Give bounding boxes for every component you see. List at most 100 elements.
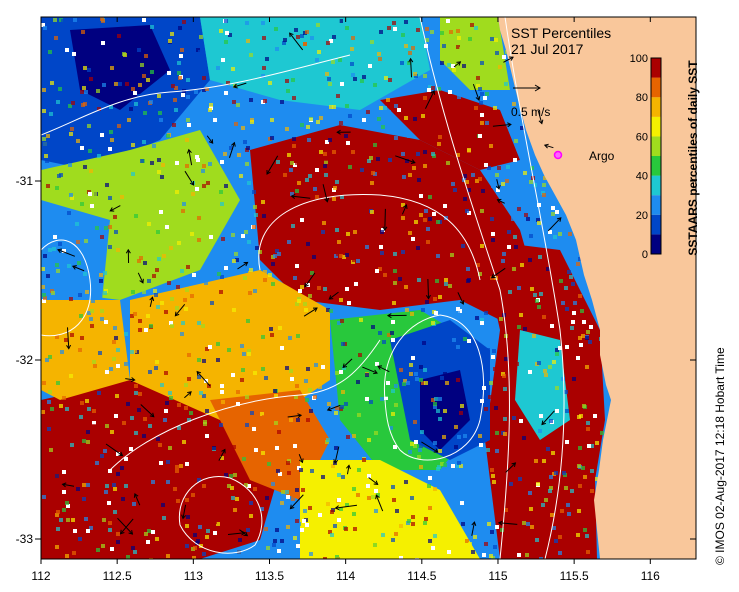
sst-pixel (59, 413, 63, 417)
current-vector (346, 465, 350, 475)
sst-pixel (512, 416, 516, 420)
current-vector (547, 217, 562, 232)
sst-pixel (295, 519, 299, 523)
sst-pixel (65, 386, 69, 390)
sst-pixel (87, 311, 91, 315)
sst-pixel (433, 402, 437, 406)
sst-pixel (326, 308, 330, 312)
sst-pixel (440, 31, 444, 35)
sst-pixel (423, 150, 427, 154)
current-vector (287, 414, 302, 418)
current-vector-head (507, 122, 512, 128)
sst-pixel (59, 518, 63, 522)
sst-pixel (169, 396, 173, 400)
sst-pixel (87, 407, 91, 411)
sst-pixel (423, 521, 427, 525)
sst-pixel (124, 362, 128, 366)
sst-pixel (561, 377, 565, 381)
sst-pixel (519, 419, 523, 423)
sst-pixel (161, 163, 165, 167)
sst-pixel (362, 75, 366, 79)
sst-pixel (530, 255, 534, 259)
sst-pixel (565, 440, 569, 444)
sst-pixel (550, 324, 554, 328)
sst-pixel (507, 230, 511, 234)
sst-pixel (450, 253, 454, 257)
sst-pixel (263, 278, 267, 282)
sst-pixel (390, 331, 394, 335)
sst-pixel (295, 302, 299, 306)
sst-pixel (187, 418, 191, 422)
sst-pixel (57, 174, 61, 178)
sst-pixel (285, 127, 289, 131)
sst-pixel (177, 426, 181, 430)
sst-pixel (116, 472, 120, 476)
sst-pixel (202, 552, 206, 556)
sst-pixel (105, 370, 109, 374)
sst-pixel (274, 27, 278, 31)
sst-pixel (300, 528, 304, 532)
sst-pixel (164, 409, 168, 413)
sst-pixel (532, 334, 536, 338)
sst-pixel (383, 273, 387, 277)
sst-pixel (571, 282, 575, 286)
sst-pixel (310, 469, 314, 473)
sst-pixel (369, 316, 373, 320)
sst-pixel (147, 529, 151, 533)
sst-pixel (381, 125, 385, 129)
sst-pixel (92, 409, 96, 413)
sst-pixel (529, 234, 533, 238)
sst-pixel (533, 183, 537, 187)
sst-pixel (370, 210, 374, 214)
sst-pixel (169, 246, 173, 250)
current-vector (505, 462, 516, 473)
sst-pixel (277, 549, 281, 553)
sst-pixel (582, 404, 586, 408)
sst-pixel (417, 544, 421, 548)
sst-pixel (359, 318, 363, 322)
sst-pixel (393, 27, 397, 31)
sst-pixel (457, 95, 461, 99)
current-vector-head (408, 57, 414, 63)
sst-pixel (124, 484, 128, 488)
sst-pixel (174, 86, 178, 90)
sst-pixel (108, 245, 112, 249)
sst-pixel (560, 509, 564, 513)
sst-pixel (48, 355, 52, 359)
sst-pixel (399, 524, 403, 528)
sst-pixel (519, 313, 523, 317)
sst-pixel (338, 66, 342, 70)
sst-pixel (158, 111, 162, 115)
sst-pixel (463, 434, 467, 438)
sst-pixel (65, 48, 69, 52)
sst-pixel (365, 373, 369, 377)
sst-pixel (314, 363, 318, 367)
current-vector (491, 267, 506, 279)
sst-pixel (78, 48, 82, 52)
sst-pixel (362, 118, 366, 122)
sst-pixel (240, 378, 244, 382)
sst-pixel (566, 503, 570, 507)
sst-pixel (216, 66, 220, 70)
sst-pixel (376, 157, 380, 161)
sst-pixel (319, 150, 323, 154)
sst-pixel (438, 135, 442, 139)
sst-pixel (411, 356, 415, 360)
sst-pixel (329, 105, 333, 109)
colorbar-tick-label: 40 (636, 171, 648, 183)
sst-pixel (340, 319, 344, 323)
sst-pixel (336, 557, 340, 559)
sst-pixel (95, 461, 99, 465)
sst-pixel (595, 477, 599, 481)
current-vector (66, 327, 70, 349)
sst-pixel (87, 68, 91, 72)
sst-pixel (65, 554, 69, 558)
sst-pixel (395, 509, 399, 513)
sst-pixel (260, 412, 264, 416)
sst-pixel (42, 495, 46, 499)
sst-pixel (558, 346, 562, 350)
sst-pixel (265, 496, 269, 500)
sst-pixel (280, 539, 284, 543)
current-vector (105, 443, 123, 456)
sst-pixel (108, 469, 112, 473)
